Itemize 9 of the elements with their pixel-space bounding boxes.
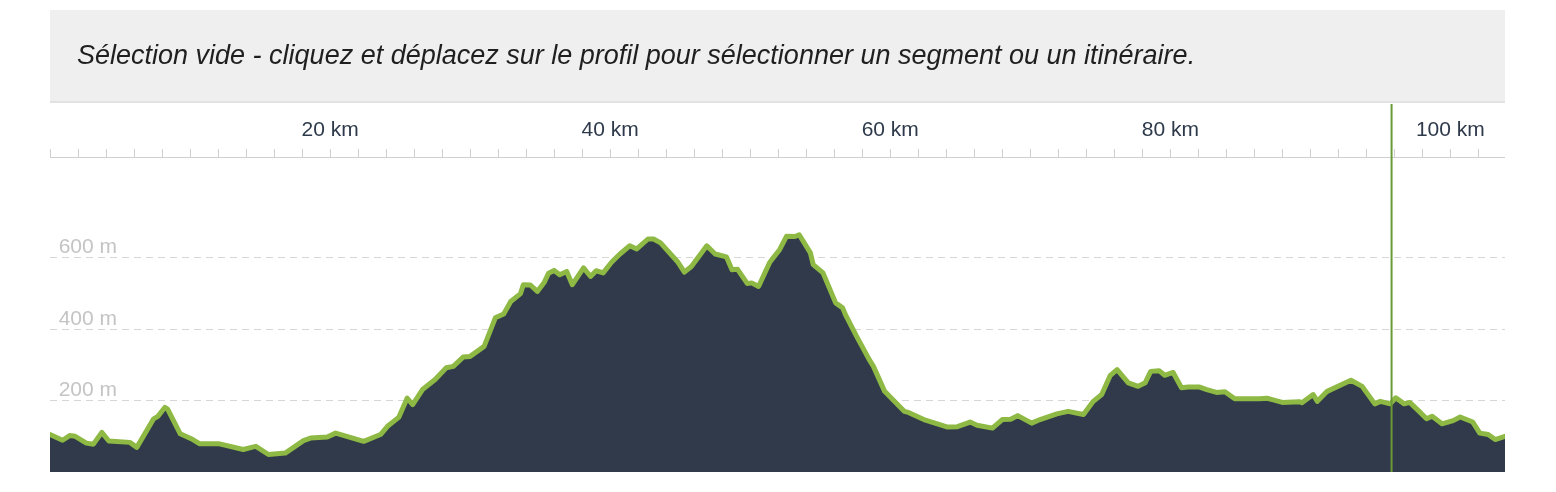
x-tick-label: 100 km (1415, 116, 1485, 140)
y-tick-label: 400 m (58, 305, 117, 329)
x-tick-label: 20 km (301, 116, 359, 140)
x-tick-label: 60 km (861, 116, 919, 140)
chart-title: Sélection vide - cliquez et déplacez sur le profil pour sélectionner un segment ou un itinéraire. (77, 40, 1196, 71)
y-tick-label: 600 m (58, 234, 117, 258)
x-tick-label: 40 km (581, 116, 639, 140)
x-tick-label: 80 km (1141, 116, 1199, 140)
y-tick-label: 200 m (58, 376, 117, 400)
